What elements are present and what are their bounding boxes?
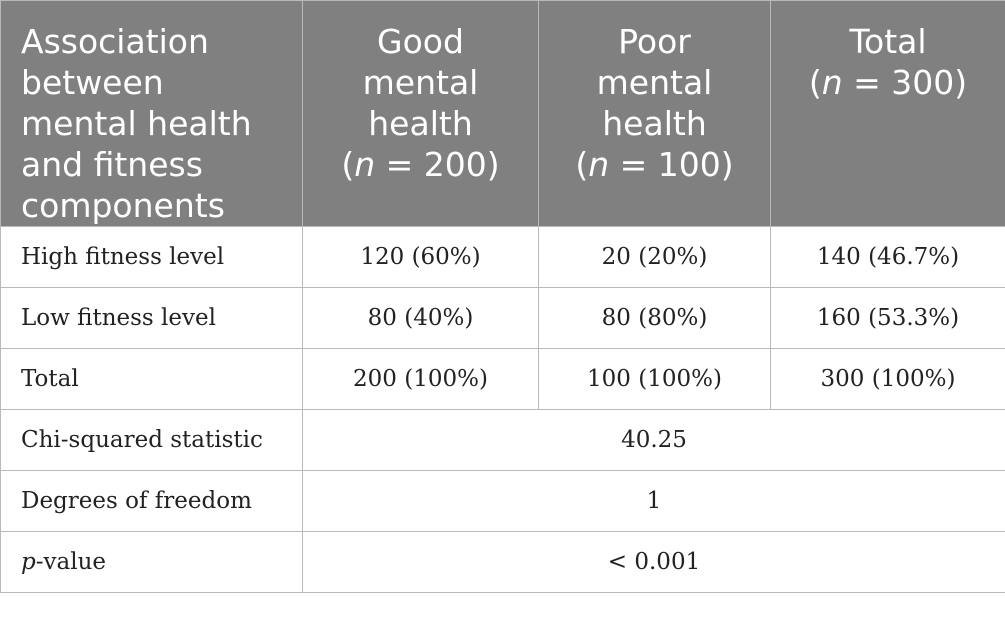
- cell-total: 300 (100%): [770, 348, 1005, 410]
- n-value: = 300): [842, 63, 968, 102]
- header-total-n: (n = 300): [809, 63, 967, 102]
- paren: (: [575, 145, 589, 184]
- stat-value: 1: [302, 470, 1005, 532]
- cell-total: 160 (53.3%): [770, 287, 1005, 349]
- table-row: Total 200 (100%) 100 (100%) 300 (100%): [0, 348, 1005, 410]
- row-label: Total: [0, 348, 303, 410]
- stat-row: Chi-squared statistic 40.25: [0, 409, 1005, 471]
- cell-poor: 80 (80%): [538, 287, 771, 349]
- row-label: Low fitness level: [0, 287, 303, 349]
- header-total: Total (n = 300): [770, 0, 1005, 227]
- header-association-line: components: [21, 186, 225, 225]
- stat-value: 40.25: [302, 409, 1005, 471]
- header-association: Association between mental health and fi…: [0, 0, 303, 227]
- n-value: = 200): [375, 145, 500, 184]
- header-poor-line: Poor: [618, 22, 691, 61]
- header-association-line: between: [21, 63, 164, 102]
- p-label-rest: -value: [35, 549, 106, 575]
- cell-poor: 100 (100%): [538, 348, 771, 410]
- table-row: High fitness level 120 (60%) 20 (20%) 14…: [0, 226, 1005, 288]
- cell-good: 120 (60%): [302, 226, 539, 288]
- paren: (: [808, 63, 822, 102]
- header-association-line: mental health: [21, 104, 252, 143]
- header-total-line: Total: [849, 22, 927, 61]
- stat-label: Chi-squared statistic: [0, 409, 303, 471]
- header-good-n: (n = 200): [341, 145, 499, 184]
- cell-poor: 20 (20%): [538, 226, 771, 288]
- stat-row: Degrees of freedom 1: [0, 470, 1005, 532]
- header-good-line: Good: [377, 22, 464, 61]
- paren: (: [341, 145, 355, 184]
- n-value: = 100): [609, 145, 734, 184]
- header-association-line: Association: [21, 22, 209, 61]
- cell-total: 140 (46.7%): [770, 226, 1005, 288]
- table-row: Low fitness level 80 (40%) 80 (80%) 160 …: [0, 287, 1005, 349]
- header-good-mental-health: Good mental health (n = 200): [302, 0, 539, 227]
- header-good-line: health: [368, 104, 473, 143]
- header-poor-line: mental: [596, 63, 713, 102]
- n-symbol: n: [821, 63, 843, 102]
- results-table: Association between mental health and fi…: [0, 0, 1005, 593]
- stat-value: < 0.001: [302, 531, 1005, 593]
- header-good-line: mental: [362, 63, 479, 102]
- header-association-line: and fitness: [21, 145, 203, 184]
- stat-row: p-value < 0.001: [0, 531, 1005, 593]
- row-label: High fitness level: [0, 226, 303, 288]
- n-symbol: n: [354, 145, 376, 184]
- cell-good: 200 (100%): [302, 348, 539, 410]
- stat-label: Degrees of freedom: [0, 470, 303, 532]
- header-poor-n: (n = 100): [575, 145, 733, 184]
- p-symbol: p: [21, 549, 36, 575]
- n-symbol: n: [588, 145, 610, 184]
- header-poor-line: health: [602, 104, 707, 143]
- cell-good: 80 (40%): [302, 287, 539, 349]
- header-row: Association between mental health and fi…: [0, 0, 1005, 227]
- stat-label: p-value: [0, 531, 303, 593]
- header-poor-mental-health: Poor mental health (n = 100): [538, 0, 771, 227]
